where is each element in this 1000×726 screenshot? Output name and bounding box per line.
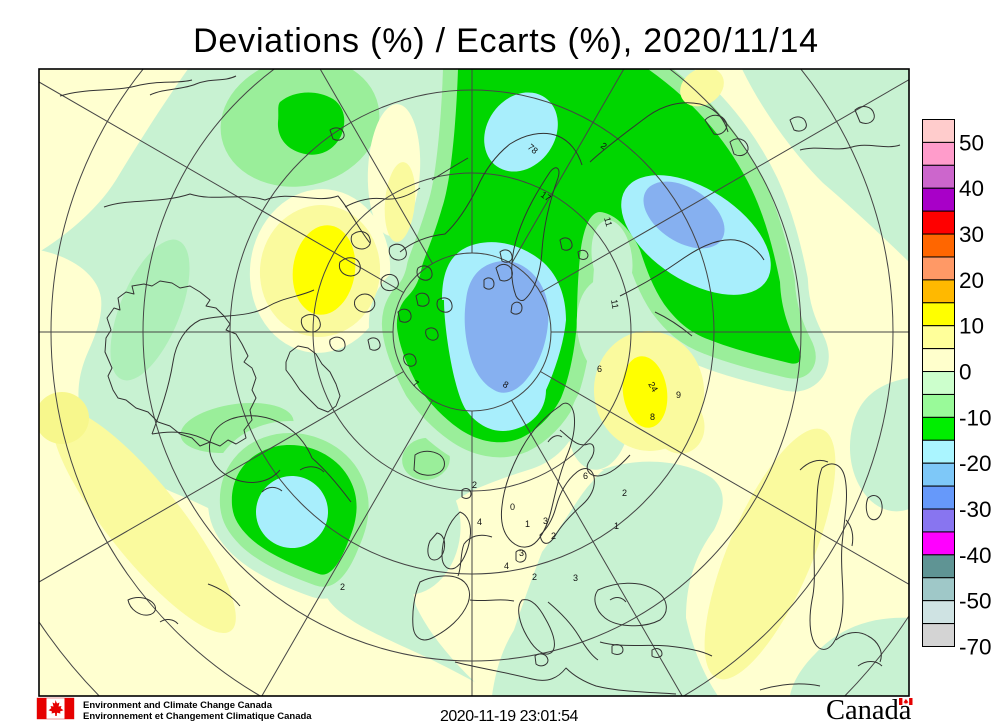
- svg-text:17: 17: [539, 189, 553, 203]
- svg-text:3: 3: [519, 548, 524, 558]
- svg-text:Environnement et Changement Cl: Environnement et Changement Climatique C…: [83, 711, 312, 722]
- svg-text:11: 11: [602, 216, 614, 228]
- svg-text:Deviations (%) / Ecarts (%), 2: Deviations (%) / Ecarts (%), 2020/11/14: [193, 22, 819, 60]
- svg-text:11: 11: [609, 299, 620, 310]
- svg-text:8: 8: [501, 379, 510, 390]
- svg-text:3: 3: [543, 516, 548, 526]
- svg-text:8: 8: [650, 412, 655, 422]
- svg-text:-20: -20: [959, 451, 992, 476]
- svg-text:-40: -40: [959, 543, 992, 568]
- svg-text:2: 2: [532, 572, 537, 582]
- svg-text:7: 7: [411, 378, 420, 389]
- svg-text:6: 6: [583, 471, 588, 481]
- svg-text:1: 1: [525, 519, 530, 529]
- svg-text:1: 1: [614, 521, 619, 531]
- svg-text:-10: -10: [959, 405, 992, 430]
- svg-text:20: 20: [959, 268, 984, 293]
- svg-text:50: 50: [959, 130, 984, 155]
- svg-text:-30: -30: [959, 497, 992, 522]
- svg-text:2: 2: [551, 531, 556, 541]
- svg-text:Canada: Canada: [826, 695, 912, 726]
- svg-text:24: 24: [646, 380, 660, 394]
- svg-text:2: 2: [622, 488, 627, 498]
- svg-text:2: 2: [599, 140, 609, 151]
- svg-text:-50: -50: [959, 589, 992, 614]
- svg-text:4: 4: [504, 561, 509, 571]
- svg-text:0: 0: [510, 502, 515, 512]
- svg-text:9: 9: [676, 390, 681, 400]
- svg-text:3: 3: [573, 573, 578, 583]
- svg-text:2: 2: [340, 582, 345, 592]
- svg-text:Environment and Climate Change: Environment and Climate Change Canada: [83, 700, 273, 711]
- svg-text:2020-11-19 23:01:54: 2020-11-19 23:01:54: [440, 708, 578, 725]
- svg-text:30: 30: [959, 222, 984, 247]
- svg-text:-70: -70: [959, 635, 992, 660]
- svg-text:2: 2: [472, 480, 477, 490]
- svg-text:40: 40: [959, 176, 984, 201]
- svg-text:10: 10: [959, 314, 984, 339]
- svg-text:6: 6: [597, 364, 602, 374]
- svg-text:4: 4: [477, 517, 482, 527]
- svg-text:78: 78: [526, 142, 540, 156]
- svg-text:0: 0: [959, 360, 972, 385]
